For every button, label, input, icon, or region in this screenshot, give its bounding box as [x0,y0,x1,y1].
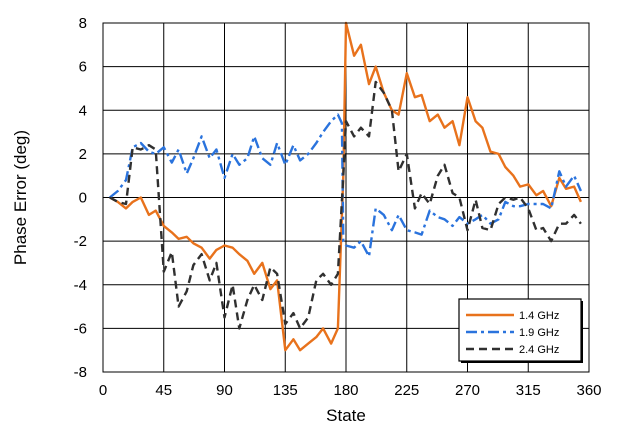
y-tick-label: 0 [79,190,87,207]
series-line-2-4-ghz [109,80,582,330]
x-tick-label: 225 [394,382,419,399]
x-tick-label: 45 [155,382,172,399]
y-tick-label: 2 [79,146,87,163]
x-tick-label: 270 [455,382,480,399]
series-line-1-4-ghz [109,21,582,352]
series-line-1-9-ghz [109,113,582,258]
legend-label: 2.4 GHz [519,344,559,356]
x-tick-label: 90 [216,382,233,399]
x-tick-label: 135 [273,382,298,399]
y-tick-label: 6 [79,59,87,76]
x-axis-title: State [326,406,366,425]
y-axis-title: Phase Error (deg) [11,130,30,265]
x-tick-label: 315 [516,382,541,399]
x-tick-label: 0 [99,382,107,399]
legend: 1.4 GHz 1.9 GHz 2.4 GHz [458,298,583,363]
legend-label: 1.4 GHz [519,310,559,322]
tick-labels: 0 45 90 135 180 225 270 315 360 -8 -6 -4 -2 0 2 4 6 8 [74,15,602,399]
y-tick-label: 4 [79,102,87,119]
y-tick-label: -8 [74,364,87,381]
y-tick-label: -6 [74,320,87,337]
x-tick-label: 180 [333,382,358,399]
y-tick-label: -4 [74,277,87,294]
legend-box [458,298,582,362]
legend-label: 1.9 GHz [519,327,559,339]
plot-frame [102,22,590,373]
x-tick-label: 360 [576,382,601,399]
series-lines [109,21,582,352]
y-tick-label: 8 [79,15,87,32]
y-tick-label: -2 [74,233,87,250]
